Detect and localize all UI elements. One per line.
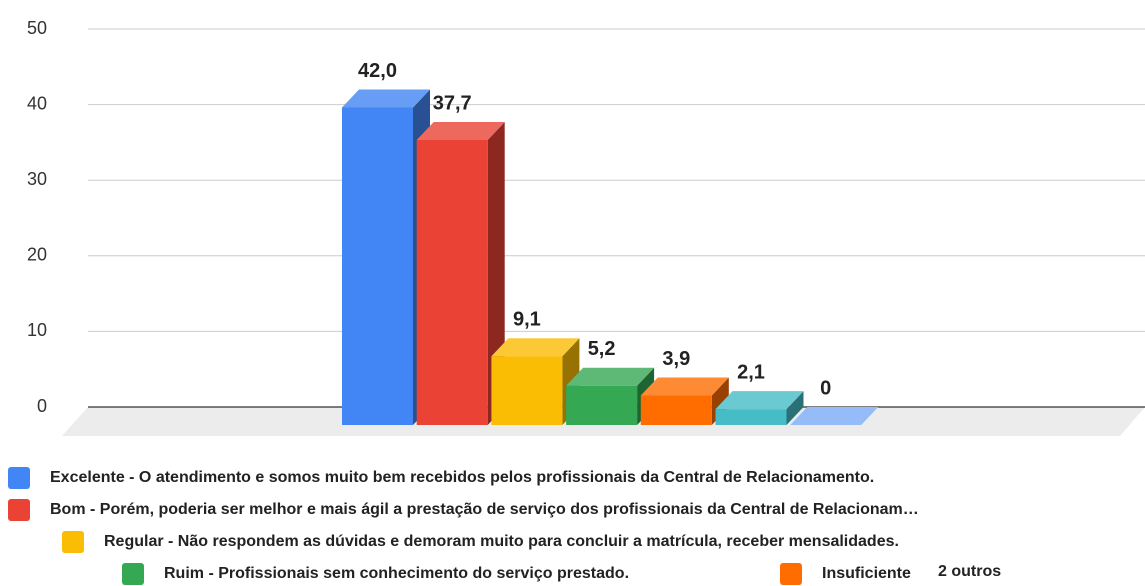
y-tick-label: 10 — [27, 320, 47, 340]
value-label: 37,7 — [433, 92, 472, 114]
y-tick-label: 20 — [27, 245, 47, 265]
bar-side — [786, 391, 804, 425]
bar — [640, 395, 712, 425]
bar — [715, 409, 787, 425]
value-label: 2,1 — [737, 361, 765, 383]
value-label: 0 — [820, 377, 831, 399]
value-label: 42,0 — [358, 60, 397, 82]
bar-top — [491, 338, 580, 357]
legend-swatch — [8, 499, 30, 521]
bar-top — [790, 407, 879, 425]
legend-label: Excelente - O atendimento e somos muito … — [50, 469, 874, 486]
legend-more[interactable]: 2 outros — [938, 563, 1001, 580]
bar-top — [566, 367, 655, 386]
value-label: 9,1 — [513, 308, 541, 330]
y-tick-label: 40 — [27, 93, 47, 113]
y-tick-label: 0 — [37, 396, 47, 416]
y-tick-label: 30 — [27, 169, 47, 189]
bar-top — [715, 391, 804, 410]
bar-top — [342, 89, 430, 108]
value-label: 5,2 — [588, 338, 616, 360]
legend-label: Regular - Não respondem as dúvidas e dem… — [104, 533, 899, 550]
bar-top — [640, 377, 729, 396]
legend-label: Ruim - Profissionais sem conhecimento do… — [164, 565, 629, 582]
value-label: 3,9 — [662, 348, 690, 370]
bar — [342, 107, 413, 425]
legend-swatch — [8, 467, 30, 489]
legend-swatch — [780, 563, 802, 585]
legend-swatch — [62, 531, 84, 553]
legend-swatch — [122, 563, 144, 585]
bar — [416, 139, 488, 425]
bar — [566, 385, 638, 425]
legend-label: Bom - Porém, poderia ser melhor e mais á… — [50, 501, 919, 518]
bar-top — [416, 121, 505, 140]
legend-label: Insuficiente — [822, 565, 911, 582]
bar — [491, 356, 563, 425]
y-tick-label: 50 — [27, 18, 47, 38]
